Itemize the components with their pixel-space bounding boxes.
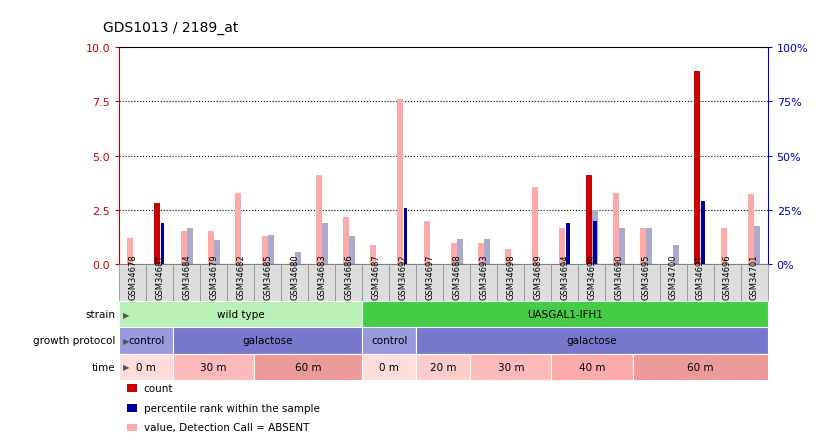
Text: GSM34695: GSM34695 <box>641 254 650 299</box>
Bar <box>748 194 754 265</box>
Bar <box>701 202 704 265</box>
Bar <box>586 176 592 265</box>
Bar <box>295 253 300 265</box>
Bar <box>451 243 456 265</box>
Text: GSM34697: GSM34697 <box>425 254 434 299</box>
Text: GSM34679: GSM34679 <box>209 254 218 299</box>
Bar <box>154 204 159 265</box>
Text: GSM34684: GSM34684 <box>182 254 191 299</box>
Text: GSM34701: GSM34701 <box>750 254 759 299</box>
Text: time: time <box>91 362 115 372</box>
Text: wild type: wild type <box>217 310 264 319</box>
Text: GSM34682: GSM34682 <box>236 254 245 299</box>
Text: GSM34678: GSM34678 <box>128 254 137 299</box>
Text: galactose: galactose <box>566 336 617 345</box>
Text: 40 m: 40 m <box>579 362 605 372</box>
Bar <box>208 231 213 265</box>
Text: GDS1013 / 2189_at: GDS1013 / 2189_at <box>103 21 238 35</box>
Bar <box>613 193 619 265</box>
Text: ▶: ▶ <box>123 310 130 319</box>
Text: GSM34687: GSM34687 <box>371 254 380 299</box>
Text: UASGAL1-IFH1: UASGAL1-IFH1 <box>527 310 603 319</box>
Text: GSM34688: GSM34688 <box>452 254 461 299</box>
Bar <box>456 240 463 265</box>
Bar <box>478 243 484 265</box>
Text: GSM34692: GSM34692 <box>398 254 407 299</box>
Bar <box>673 245 679 265</box>
Bar <box>213 241 219 265</box>
Text: 20 m: 20 m <box>430 362 456 372</box>
Bar <box>592 210 598 265</box>
Text: GSM34700: GSM34700 <box>668 254 677 299</box>
Text: GSM34683: GSM34683 <box>317 254 326 299</box>
Bar <box>289 263 295 265</box>
Text: GSM34698: GSM34698 <box>507 254 516 299</box>
Text: GSM34699: GSM34699 <box>588 254 597 299</box>
Bar <box>646 229 652 265</box>
Bar <box>126 239 132 265</box>
Bar <box>235 193 241 265</box>
Bar <box>186 229 193 265</box>
Bar <box>505 250 511 265</box>
Bar <box>322 224 328 265</box>
Bar <box>754 227 760 265</box>
Bar <box>559 229 565 265</box>
Bar <box>404 208 407 265</box>
Text: GSM34689: GSM34689 <box>534 254 543 299</box>
Text: galactose: galactose <box>242 336 293 345</box>
Bar <box>349 237 355 265</box>
Text: GSM34690: GSM34690 <box>614 254 623 299</box>
Text: GSM34696: GSM34696 <box>722 254 732 299</box>
Text: GSM34686: GSM34686 <box>344 254 353 299</box>
Text: 60 m: 60 m <box>295 362 322 372</box>
Text: GSM34680: GSM34680 <box>290 254 299 299</box>
Text: control: control <box>371 336 407 345</box>
Text: control: control <box>128 336 164 345</box>
Bar <box>424 221 430 265</box>
Text: 0 m: 0 m <box>379 362 399 372</box>
Text: GSM34693: GSM34693 <box>479 254 488 299</box>
Text: ▶: ▶ <box>123 362 130 371</box>
Text: value, Detection Call = ABSENT: value, Detection Call = ABSENT <box>144 423 309 432</box>
Bar <box>397 100 403 265</box>
Bar <box>268 235 273 265</box>
Bar <box>694 72 700 265</box>
Text: count: count <box>144 384 173 393</box>
Text: 60 m: 60 m <box>687 362 713 372</box>
Bar <box>262 237 268 265</box>
Bar <box>532 187 538 265</box>
Text: GSM34685: GSM34685 <box>264 254 273 299</box>
Text: ▶: ▶ <box>123 336 130 345</box>
Text: GSM34681: GSM34681 <box>155 254 164 299</box>
Text: 30 m: 30 m <box>498 362 524 372</box>
Text: growth protocol: growth protocol <box>33 336 115 345</box>
Bar <box>619 229 625 265</box>
Bar <box>161 224 164 265</box>
Text: strain: strain <box>85 310 115 319</box>
Text: percentile rank within the sample: percentile rank within the sample <box>144 403 319 413</box>
Bar <box>594 221 597 265</box>
Text: 30 m: 30 m <box>200 362 227 372</box>
Text: 0 m: 0 m <box>136 362 156 372</box>
Bar <box>640 229 646 265</box>
Bar <box>343 217 349 265</box>
Bar <box>721 229 727 265</box>
Bar <box>181 231 186 265</box>
Text: GSM34694: GSM34694 <box>561 254 570 299</box>
Bar <box>484 240 490 265</box>
Bar <box>566 224 570 265</box>
Bar <box>369 245 376 265</box>
Bar <box>316 176 322 265</box>
Text: GSM34691: GSM34691 <box>695 254 704 299</box>
